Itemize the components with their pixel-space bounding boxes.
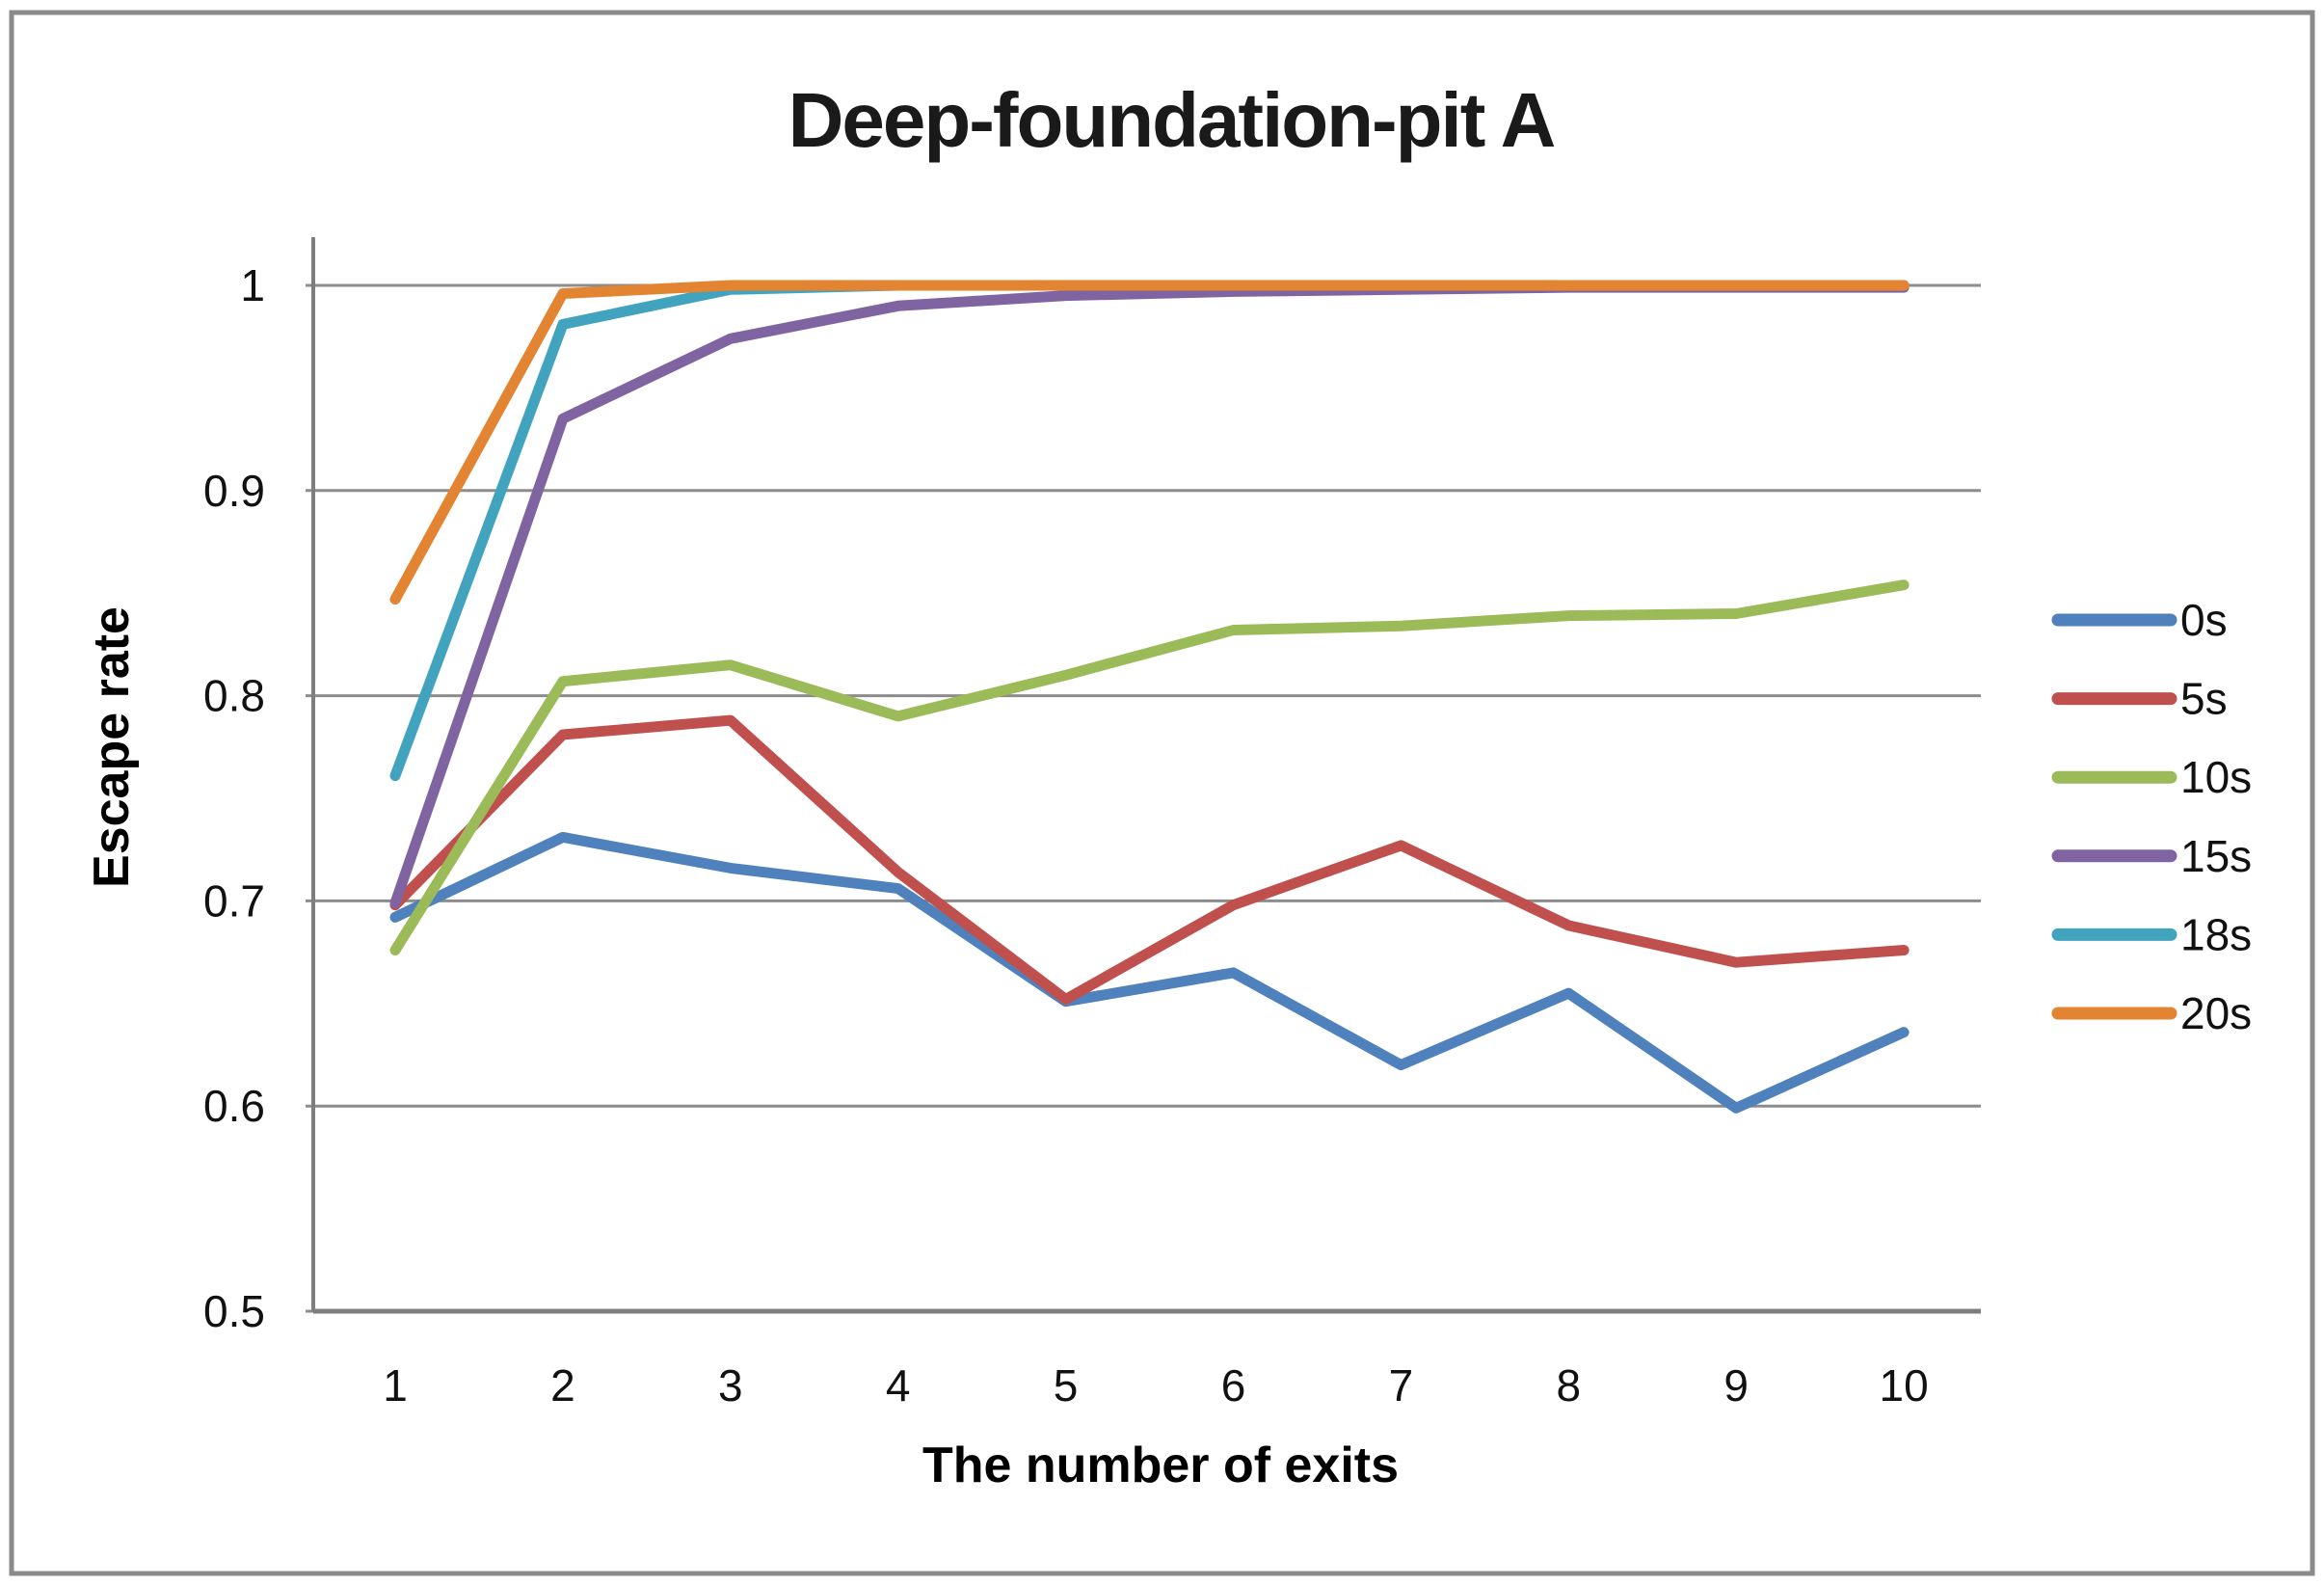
figure-border [9, 10, 2315, 1576]
x-axis-title: The number of exits [922, 1438, 1399, 1493]
y-axis-title: Escape rate [84, 606, 140, 888]
legend-item-20s: 20s [2051, 988, 2252, 1038]
x-tick-label-1: 1 [383, 1360, 408, 1411]
series-line-0s [389, 831, 1910, 1114]
legend-label-0s: 0s [2180, 595, 2228, 645]
x-tick-label-5: 5 [1054, 1360, 1079, 1411]
series-line-5s [389, 714, 1910, 1005]
axis-layer [311, 237, 1981, 1314]
x-tick-label-4: 4 [886, 1360, 911, 1411]
legend-label-5s: 5s [2180, 674, 2228, 724]
legend-item-0s: 0s [2051, 595, 2228, 645]
legend-item-5s: 5s [2051, 674, 2228, 724]
series-layer [389, 280, 1910, 1114]
legend: 0s 5s 10s 15s 18s 20s [2051, 595, 2252, 1038]
x-tick-label-10: 10 [1880, 1360, 1929, 1411]
legend-label-20s: 20s [2180, 988, 2252, 1038]
legend-label-18s: 18s [2180, 909, 2252, 959]
legend-item-10s: 10s [2051, 752, 2252, 802]
y-tick-label-1: 1 [240, 260, 265, 310]
y-tick-label-0.7: 0.7 [203, 875, 265, 926]
series-line-10s [389, 579, 1910, 955]
x-tick-label-6: 6 [1221, 1360, 1246, 1411]
series-line-18s [389, 280, 1910, 782]
x-tick-label-2: 2 [550, 1360, 575, 1411]
series-line-20s [389, 280, 1910, 605]
series-line-15s [389, 282, 1910, 908]
chart-title: Deep-foundation-pit A [788, 77, 1555, 163]
legend-item-15s: 15s [2051, 831, 2252, 881]
tick-label-layer: 0.5 0.6 0.7 0.8 0.9 1 1 2 3 4 5 6 7 8 9 10 [203, 260, 1929, 1411]
legend-label-15s: 15s [2180, 831, 2252, 881]
y-tick-label-0.6: 0.6 [203, 1081, 265, 1131]
x-tick-label-9: 9 [1723, 1360, 1749, 1411]
x-tick-label-8: 8 [1557, 1360, 1582, 1411]
x-tick-label-3: 3 [718, 1360, 743, 1411]
y-tick-label-0.5: 0.5 [203, 1286, 265, 1336]
x-tick-label-7: 7 [1389, 1360, 1414, 1411]
legend-item-18s: 18s [2051, 909, 2252, 959]
y-tick-label-0.9: 0.9 [203, 466, 265, 516]
legend-label-10s: 10s [2180, 752, 2252, 802]
y-tick-label-0.8: 0.8 [203, 671, 265, 721]
